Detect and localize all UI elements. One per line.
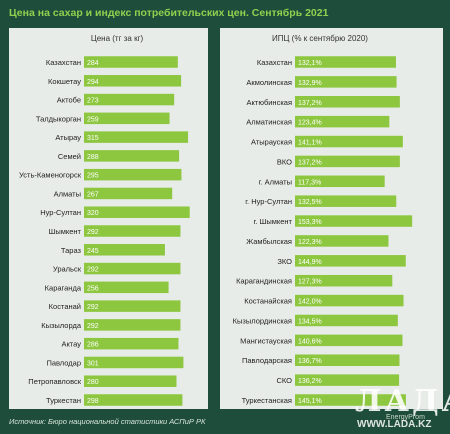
- cpi-category-label: Казахстан: [257, 58, 292, 67]
- price-value-label: 292: [87, 267, 99, 274]
- cpi-value-label: 136,7%: [298, 358, 322, 365]
- price-category-label: Кокшетау: [48, 77, 81, 86]
- price-category-label: Кызылорда: [41, 321, 82, 330]
- cpi-category-label: г. Алматы: [259, 177, 292, 186]
- price-value-label: 273: [87, 98, 99, 105]
- watermark-url: WWW.LADA.KZ: [357, 419, 431, 430]
- price-bar: [84, 131, 188, 143]
- source-note: Источник: Бюро национальной статистики А…: [9, 417, 205, 426]
- cpi-category-label: Мангистауская: [240, 336, 292, 345]
- cpi-value-label: 153,3%: [298, 219, 322, 226]
- price-value-label: 245: [87, 248, 99, 255]
- cpi-value-label: 137,2%: [298, 159, 322, 166]
- cpi-value-label: 136,2%: [298, 378, 322, 385]
- price-value-label: 288: [87, 154, 99, 161]
- price-category-label: Алматы: [54, 189, 81, 198]
- cpi-value-label: 123,4%: [298, 120, 322, 127]
- cpi-value-label: 132,1%: [298, 60, 322, 67]
- cpi-value-label: 142,0%: [298, 299, 322, 306]
- price-category-label: Актау: [61, 340, 81, 349]
- cpi-value-label: 122,3%: [298, 239, 322, 246]
- cpi-category-label: Кызылординская: [233, 316, 292, 325]
- cpi-category-label: ЗКО: [277, 257, 292, 266]
- price-value-label: 267: [87, 191, 99, 198]
- price-value-label: 294: [87, 79, 99, 86]
- price-value-label: 315: [87, 135, 99, 142]
- price-value-label: 259: [87, 116, 99, 123]
- cpi-category-label: г. Шымкент: [253, 217, 292, 226]
- watermark-logo: ЛАДА: [355, 384, 450, 419]
- cpi-category-label: Жамбылская: [246, 237, 292, 246]
- price-value-label: 301: [87, 360, 99, 367]
- cpi-value-label: 140,6%: [298, 338, 322, 345]
- price-category-label: Тараз: [61, 246, 82, 255]
- price-category-label: Караганда: [45, 283, 82, 292]
- cpi-value-label: 134,5%: [298, 318, 322, 325]
- price-value-label: 286: [87, 342, 99, 349]
- cpi-category-label: Костанайская: [244, 297, 292, 306]
- price-category-label: Нур-Султан: [40, 208, 81, 217]
- cpi-value-label: 145,1%: [298, 398, 322, 405]
- price-category-label: Казахстан: [46, 58, 81, 67]
- price-category-label: Атырау: [55, 133, 81, 142]
- cpi-value-label: 137,2%: [298, 100, 322, 107]
- cpi-category-label: Акмолинская: [246, 78, 292, 87]
- cpi-value-label: 117,3%: [298, 179, 321, 186]
- cpi-category-label: Атырауская: [251, 138, 292, 147]
- cpi-category-label: г. Нур-Султан: [245, 197, 292, 206]
- cpi-value-label: 141,1%: [298, 140, 322, 147]
- cpi-value-label: 127,3%: [298, 279, 322, 286]
- price-category-label: Туркестан: [46, 396, 81, 405]
- cpi-value-label: 132,9%: [298, 80, 322, 87]
- price-category-label: Талдыкорган: [36, 114, 81, 123]
- price-category-label: Павлодар: [46, 358, 81, 367]
- price-value-label: 320: [87, 210, 99, 217]
- cpi-category-label: Туркестанская: [242, 396, 292, 405]
- price-value-label: 256: [87, 285, 99, 292]
- cpi-category-label: Алматинская: [246, 118, 292, 127]
- price-category-label: Уральск: [53, 265, 82, 274]
- price-bar: [84, 394, 182, 406]
- cpi-value-label: 132,5%: [298, 199, 322, 206]
- cpi-category-label: Павлодарская: [242, 356, 292, 365]
- price-category-label: Семей: [58, 152, 81, 161]
- price-value-label: 292: [87, 323, 99, 330]
- cpi-category-label: ВКО: [277, 157, 292, 166]
- cpi-category-label: Карагандинская: [236, 277, 292, 286]
- cpi-value-label: 144,9%: [298, 259, 322, 266]
- price-bar: [84, 206, 190, 218]
- price-value-label: 298: [87, 398, 99, 405]
- price-value-label: 295: [87, 173, 99, 180]
- price-category-label: Усть-Каменогорск: [19, 171, 82, 180]
- cpi-panel-header: ИПЦ (% к сентябрю 2020): [272, 34, 368, 43]
- cpi-category-label: Актюбинская: [247, 98, 292, 107]
- price-category-label: Петропавловск: [28, 377, 81, 386]
- price-value-label: 292: [87, 304, 99, 311]
- price-category-label: Актобе: [57, 96, 81, 105]
- price-panel-header: Цена (тг за кг): [91, 34, 144, 43]
- price-value-label: 292: [87, 229, 99, 236]
- price-value-label: 284: [87, 60, 99, 67]
- cpi-category-label: СКО: [276, 376, 292, 385]
- price-category-label: Костанай: [49, 302, 81, 311]
- price-bar: [84, 357, 183, 369]
- price-value-label: 280: [87, 379, 99, 386]
- price-category-label: Шымкент: [48, 227, 81, 236]
